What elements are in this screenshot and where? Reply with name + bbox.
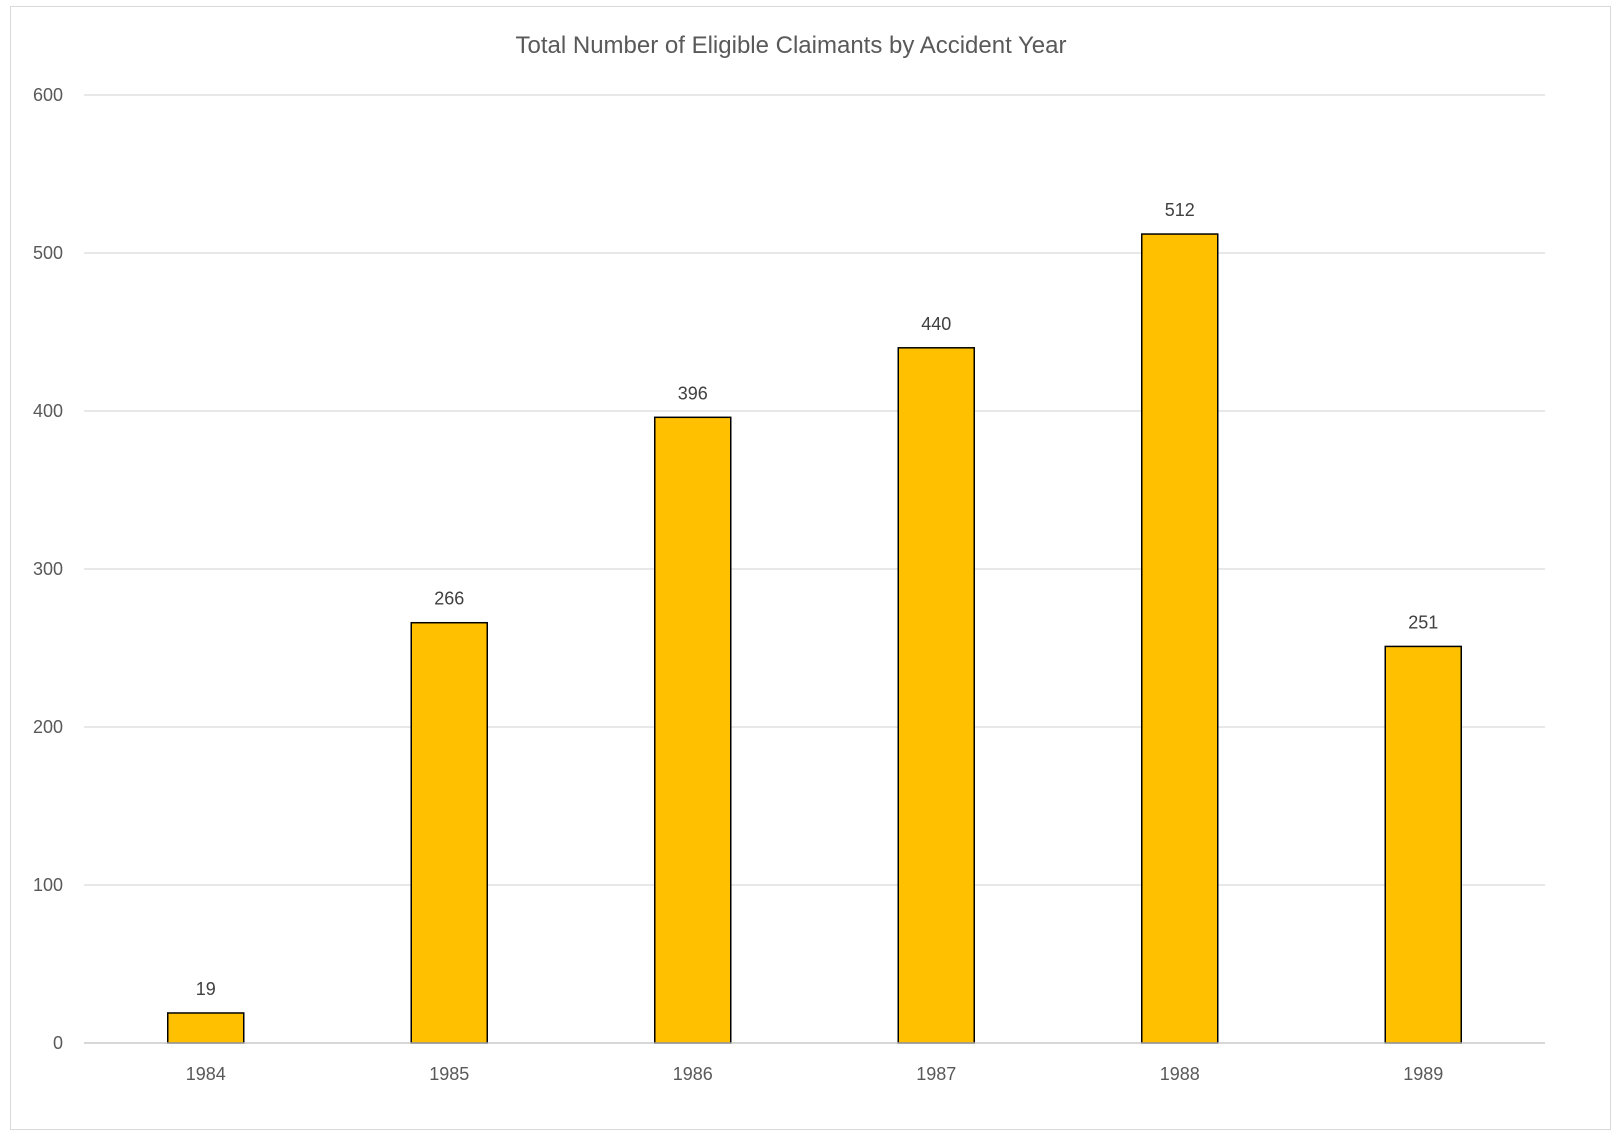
x-axis-ticks: 1984 1985 1986 1987 1988 1989 <box>186 1064 1444 1084</box>
y-tick-label: 100 <box>33 875 63 895</box>
x-tick-label-1987: 1987 <box>916 1064 956 1084</box>
x-tick-label-1985: 1985 <box>429 1064 469 1084</box>
y-tick-label: 400 <box>33 401 63 421</box>
bar-1986 <box>654 416 732 1044</box>
y-tick-label: 500 <box>33 243 63 263</box>
data-label-1989: 251 <box>1408 612 1438 632</box>
data-label-1985: 266 <box>434 589 464 609</box>
x-tick-label-1984: 1984 <box>186 1064 226 1084</box>
data-label-1986: 396 <box>678 383 708 403</box>
y-tick-label: 0 <box>53 1033 63 1053</box>
bars <box>167 233 1462 1044</box>
data-labels: 19 266 396 440 512 251 <box>196 200 1439 999</box>
x-tick-label-1989: 1989 <box>1403 1064 1443 1084</box>
y-tick-label: 300 <box>33 559 63 579</box>
x-tick-label-1988: 1988 <box>1160 1064 1200 1084</box>
y-tick-label: 600 <box>33 85 63 105</box>
data-label-1984: 19 <box>196 979 216 999</box>
bar-1985 <box>410 621 488 1044</box>
data-label-1987: 440 <box>921 314 951 334</box>
bar-1987 <box>897 347 975 1044</box>
gridlines <box>84 94 1545 886</box>
chart-area: Total Number of Eligible Claimants by Ac… <box>10 6 1611 1130</box>
data-label-1988: 512 <box>1165 200 1195 220</box>
y-axis-ticks: 0 100 200 300 400 500 600 <box>33 85 63 1053</box>
x-tick-label-1986: 1986 <box>673 1064 713 1084</box>
bar-1984 <box>167 1012 245 1044</box>
y-tick-label: 200 <box>33 717 63 737</box>
bar-1988 <box>1141 233 1219 1044</box>
bar-chart: Total Number of Eligible Claimants by Ac… <box>33 32 1545 1084</box>
chart-title: Total Number of Eligible Claimants by Ac… <box>516 32 1067 59</box>
bar-1989 <box>1384 645 1462 1044</box>
